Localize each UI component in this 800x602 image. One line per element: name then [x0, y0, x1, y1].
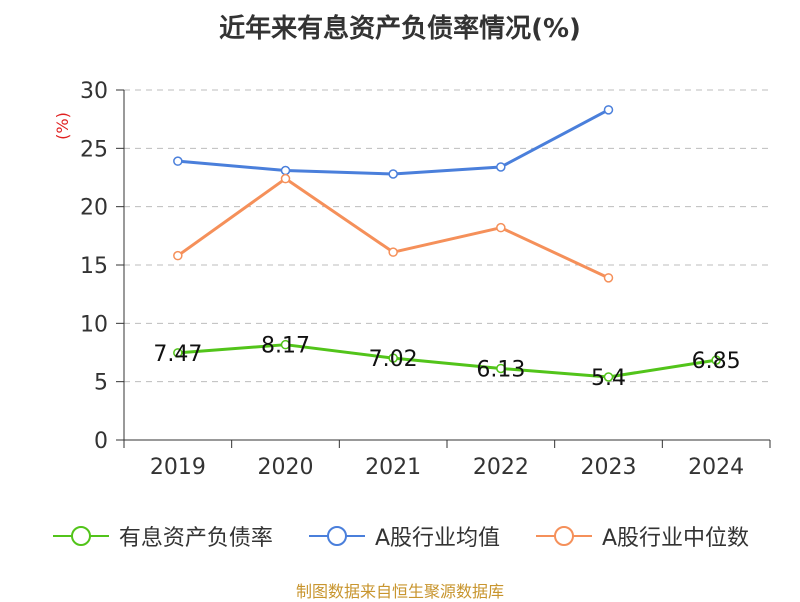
- chart-title: 近年来有息资产负债率情况(%): [219, 14, 581, 44]
- legend-swatch: [308, 526, 365, 546]
- series-lines: [173, 105, 721, 382]
- data-point: [280, 173, 291, 184]
- series-line: [177, 108, 610, 176]
- x-tick-label: 2019: [150, 455, 206, 480]
- data-point: [496, 162, 506, 172]
- legend: 有息资产负债率 A股行业均值 A股行业中位数: [0, 520, 800, 552]
- y-tick-label: 25: [80, 137, 108, 162]
- data-point: [711, 355, 721, 365]
- y-tick-label: 15: [80, 254, 108, 279]
- y-axis-label: (%): [53, 112, 72, 140]
- legend-item[interactable]: A股行业中位数: [534, 520, 749, 552]
- x-tick-label: 2024: [688, 455, 744, 480]
- x-tick-label: 2021: [365, 455, 421, 480]
- legend-item[interactable]: A股行业均值: [307, 520, 500, 552]
- legend-swatch: [536, 526, 592, 546]
- legend-label: 有息资产负债率: [118, 526, 273, 551]
- axes: 0 5 10 15 20 25 30 2019 2020 2021 2022 2023 2024: [80, 79, 771, 480]
- x-tick-label: 2023: [581, 455, 637, 480]
- data-point: [603, 273, 614, 283]
- data-point: [603, 372, 614, 382]
- data-label: 7.02: [369, 347, 418, 372]
- data-point: [496, 363, 506, 374]
- data-point: [173, 156, 183, 166]
- legend-item[interactable]: 有息资产负债率: [51, 520, 273, 552]
- data-labels: 7.47 8.17 7.02 6.13 5.4 6.85: [153, 334, 740, 391]
- data-label: 6.85: [692, 349, 741, 374]
- data-label: 6.13: [476, 357, 525, 382]
- data-point: [496, 222, 506, 233]
- source-footer: 制图数据来自恒生聚源数据库: [295, 582, 504, 601]
- x-tick-label: 2020: [258, 455, 314, 480]
- x-tick-label: 2022: [473, 455, 529, 480]
- data-label: 7.47: [153, 342, 202, 367]
- y-tick-label: 10: [80, 312, 108, 337]
- data-point: [388, 169, 398, 179]
- data-point: [173, 250, 183, 261]
- data-point: [280, 165, 291, 176]
- grid-lines: [124, 89, 770, 383]
- y-tick-label: 20: [80, 196, 108, 221]
- data-point: [388, 353, 398, 363]
- legend-swatch: [52, 526, 109, 546]
- y-tick-label: 0: [94, 429, 108, 454]
- series-line: [177, 343, 717, 379]
- data-point: [173, 348, 183, 358]
- data-point: [388, 247, 398, 257]
- y-tick-label: 5: [94, 371, 108, 396]
- legend-label: A股行业均值: [374, 526, 500, 551]
- legend-label: A股行业中位数: [602, 526, 750, 551]
- data-label: 8.17: [261, 334, 310, 359]
- series-line: [176, 177, 610, 280]
- y-tick-label: 30: [80, 79, 108, 104]
- data-label: 5.4: [591, 366, 626, 391]
- data-point: [603, 105, 614, 115]
- data-point: [280, 339, 291, 350]
